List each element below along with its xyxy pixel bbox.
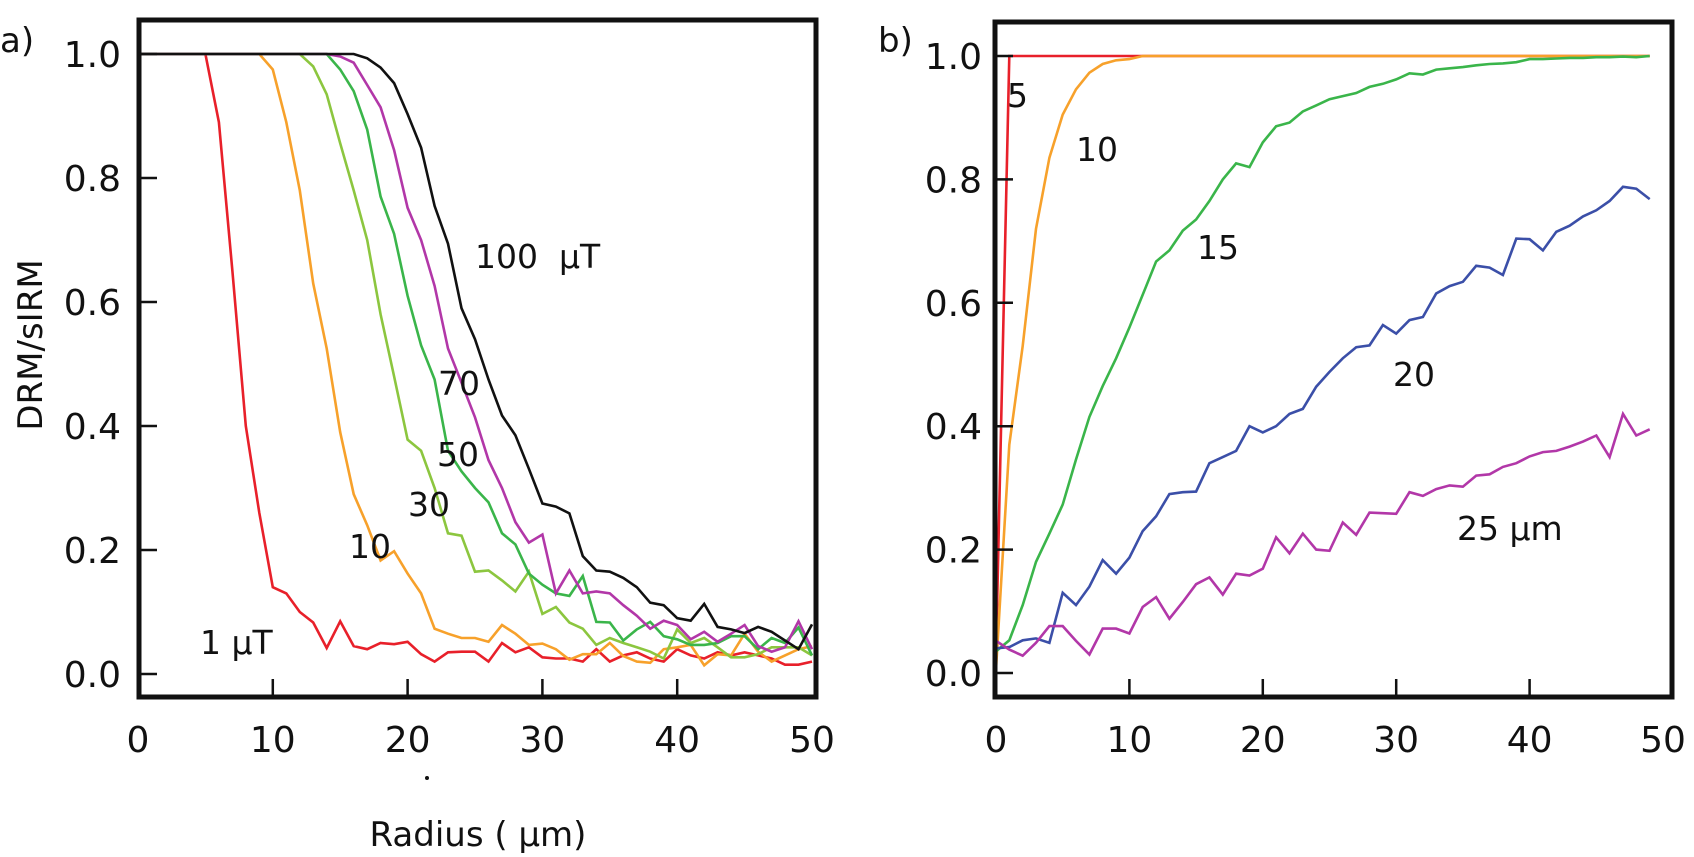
x-tick-label: 50 xyxy=(789,720,835,761)
curve-label-30: 30 xyxy=(408,485,450,524)
y-tick-label: 0.2 xyxy=(925,531,982,572)
x-tick-label: 0 xyxy=(985,720,1008,761)
y-tick-label: 0.0 xyxy=(925,654,982,695)
x-tick-label: 0 xyxy=(127,720,150,761)
x-tick-label: 40 xyxy=(1507,720,1553,761)
series-line-10 xyxy=(994,54,1650,670)
series-line-15 xyxy=(995,54,1650,653)
x-tick-label: 20 xyxy=(385,720,431,761)
panel-label-b: b) xyxy=(878,21,913,61)
y-tick-label: 0.4 xyxy=(925,407,982,448)
series-line-100-t xyxy=(138,52,814,652)
x-tick-label: 30 xyxy=(519,720,565,761)
curve-label-10um: 10 xyxy=(1076,130,1118,169)
x-tick-label: 30 xyxy=(1373,720,1419,761)
x-tick-label: 20 xyxy=(1240,720,1286,761)
curve-label-15: 15 xyxy=(1197,228,1239,267)
curve-label-10: 10 xyxy=(349,527,391,566)
y-tick-label: 0.4 xyxy=(64,407,121,448)
x-tick-label: 10 xyxy=(250,720,296,761)
y-tick-label: 0.8 xyxy=(925,160,982,201)
x-tick-label: 50 xyxy=(1640,720,1686,761)
curve-label-50: 50 xyxy=(437,435,479,474)
curve-label-5: 5 xyxy=(1007,76,1028,115)
y-tick-label: 0.6 xyxy=(64,283,121,324)
panel-label-a: a) xyxy=(0,21,34,61)
curve-label-70: 70 xyxy=(438,364,480,403)
plot-frame xyxy=(136,17,819,700)
curve-label-25um: 25 µm xyxy=(1457,509,1563,548)
curve-label-100uT: 100 µT xyxy=(475,237,601,276)
y-tick-label: 0.0 xyxy=(64,655,121,696)
y-tick-label: 0.8 xyxy=(64,159,121,200)
y-tick-label: 0.2 xyxy=(64,531,121,572)
x-axis-title: Radius ( µm) xyxy=(370,815,587,855)
panel-a: 0.0 0.2 0.4 0.6 0.8 1.0 0 10 20 30 40 50 xyxy=(64,17,835,761)
x-tick-label: 10 xyxy=(1106,720,1152,761)
y-tick-label: 1.0 xyxy=(925,37,982,78)
x-tick-label: 40 xyxy=(654,720,700,761)
stray-dot xyxy=(425,776,429,780)
curve-label-20: 20 xyxy=(1393,355,1435,394)
y-axis-title: DRM/sIRM xyxy=(11,259,51,430)
series-line-25-m xyxy=(995,410,1651,658)
plot-frame xyxy=(992,19,1675,700)
y-tick-label: 0.6 xyxy=(925,284,982,325)
series-line-1-t xyxy=(138,52,813,667)
series-line-20 xyxy=(995,185,1651,650)
curve-label-1uT: 1 µT xyxy=(200,623,273,662)
panel-b: 0.0 0.2 0.4 0.6 0.8 1.0 0 10 20 30 40 50 xyxy=(925,19,1686,761)
y-tick-label: 1.0 xyxy=(64,35,121,76)
